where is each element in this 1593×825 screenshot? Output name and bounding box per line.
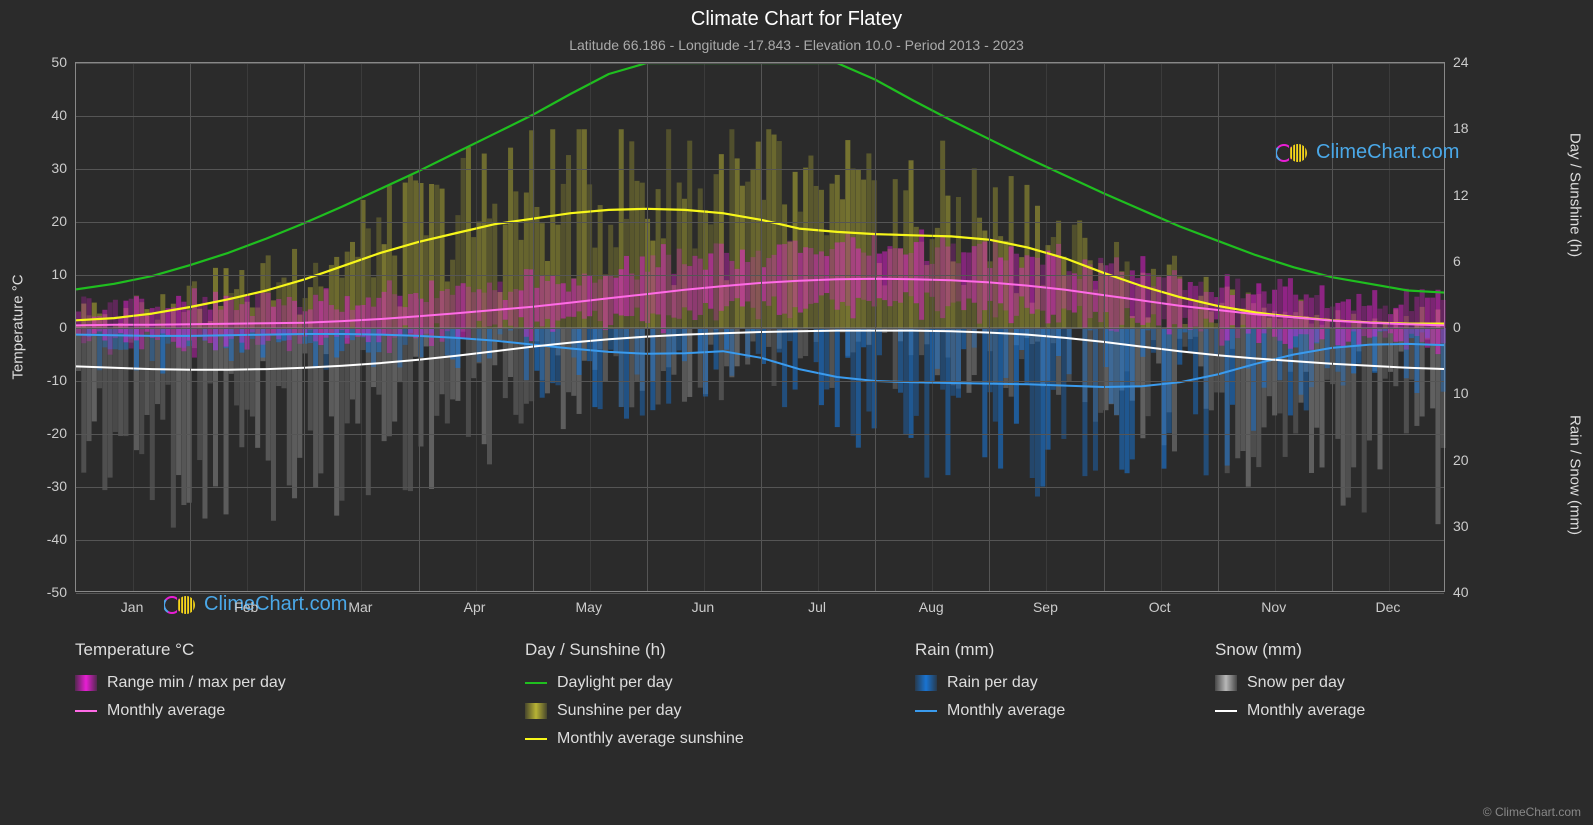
y-tick-left: -30: [47, 478, 67, 494]
y-tick-left: 0: [59, 319, 67, 335]
legend-col-temperature: Temperature °C Range min / max per day Mo…: [75, 640, 335, 758]
legend: Temperature °C Range min / max per day Mo…: [75, 640, 1475, 758]
y-tick-left: 30: [51, 160, 67, 176]
legend-item: Monthly average: [915, 702, 1175, 720]
y-tick-right: 30: [1453, 518, 1469, 534]
x-tick-month: Dec: [1375, 599, 1400, 615]
y-axis-right-top-label: Day / Sunshine (h): [1567, 132, 1584, 256]
legend-label: Daylight per day: [557, 674, 673, 692]
y-tick-right: 18: [1453, 120, 1469, 136]
legend-item: Range min / max per day: [75, 674, 335, 692]
y-tick-right: 10: [1453, 385, 1469, 401]
legend-swatch: [915, 675, 937, 691]
lines-layer: [76, 63, 1444, 591]
x-tick-month: Apr: [464, 599, 486, 615]
y-axis-left: Temperature °C 50403020100-10-20-30-40-5…: [0, 62, 75, 592]
legend-swatch: [1215, 710, 1237, 712]
legend-swatch: [525, 738, 547, 740]
legend-label: Monthly average: [107, 702, 225, 720]
x-tick-month: Aug: [919, 599, 944, 615]
legend-swatch: [1215, 675, 1237, 691]
y-tick-left: 10: [51, 266, 67, 282]
y-tick-right: 0: [1453, 319, 1461, 335]
x-tick-month: Jun: [692, 599, 715, 615]
legend-swatch: [525, 682, 547, 684]
x-tick-month: Mar: [348, 599, 372, 615]
legend-swatch: [915, 710, 937, 712]
legend-label: Monthly average: [1247, 702, 1365, 720]
y-tick-left: -10: [47, 372, 67, 388]
y-axis-right-bottom-label: Rain / Snow (mm): [1567, 415, 1584, 535]
legend-label: Monthly average sunshine: [557, 730, 744, 748]
x-tick-month: Jan: [121, 599, 144, 615]
legend-item: Daylight per day: [525, 674, 785, 692]
x-tick-month: Nov: [1261, 599, 1286, 615]
legend-item: Sunshine per day: [525, 702, 785, 720]
x-tick-month: Sep: [1033, 599, 1058, 615]
y-tick-right: 12: [1453, 187, 1469, 203]
y-tick-left: 20: [51, 213, 67, 229]
legend-item: Monthly average: [1215, 702, 1475, 720]
legend-header: Snow (mm): [1215, 640, 1475, 660]
plot-area: ClimeChart.comClimeChart.com: [75, 62, 1445, 592]
x-tick-month: May: [576, 599, 602, 615]
climate-chart: Climate Chart for Flatey Latitude 66.186…: [0, 0, 1593, 825]
x-axis: Jan Feb Mar Apr May Jun Jul Aug Sep Oct Nov Dec: [75, 595, 1445, 625]
x-tick-month: Feb: [234, 599, 258, 615]
y-tick-right: 24: [1453, 54, 1469, 70]
legend-item: Rain per day: [915, 674, 1175, 692]
legend-swatch: [525, 703, 547, 719]
legend-label: Rain per day: [947, 674, 1038, 692]
chart-title: Climate Chart for Flatey: [0, 0, 1593, 31]
y-tick-right: 40: [1453, 584, 1469, 600]
legend-header: Rain (mm): [915, 640, 1175, 660]
y-tick-left: 50: [51, 54, 67, 70]
legend-col-daysun: Day / Sunshine (h) Daylight per day Sunsh…: [525, 640, 785, 758]
y-axis-left-label: Temperature °C: [10, 274, 27, 379]
y-axis-right: Day / Sunshine (h) Rain / Snow (mm) 2418…: [1445, 62, 1593, 592]
y-tick-right: 20: [1453, 452, 1469, 468]
legend-col-rain: Rain (mm) Rain per day Monthly average: [915, 640, 1175, 758]
legend-item: Monthly average sunshine: [525, 730, 785, 748]
legend-col-snow: Snow (mm) Snow per day Monthly average: [1215, 640, 1475, 758]
copyright: © ClimeChart.com: [1483, 805, 1581, 819]
legend-header: Temperature °C: [75, 640, 335, 660]
legend-item: Snow per day: [1215, 674, 1475, 692]
x-tick-month: Oct: [1149, 599, 1171, 615]
legend-label: Monthly average: [947, 702, 1065, 720]
watermark-text: ClimeChart.com: [1316, 141, 1459, 164]
climechart-logo-icon: [1276, 142, 1310, 164]
legend-swatch: [75, 710, 97, 712]
y-tick-left: -20: [47, 425, 67, 441]
legend-label: Snow per day: [1247, 674, 1345, 692]
chart-subtitle: Latitude 66.186 - Longitude -17.843 - El…: [0, 31, 1593, 53]
legend-header: Day / Sunshine (h): [525, 640, 785, 660]
y-tick-right: 6: [1453, 253, 1461, 269]
x-tick-month: Jul: [808, 599, 826, 615]
legend-label: Sunshine per day: [557, 702, 682, 720]
legend-label: Range min / max per day: [107, 674, 286, 692]
legend-item: Monthly average: [75, 702, 335, 720]
watermark: ClimeChart.com: [1276, 141, 1459, 164]
y-tick-left: -50: [47, 584, 67, 600]
y-tick-left: 40: [51, 107, 67, 123]
y-tick-left: -40: [47, 531, 67, 547]
legend-swatch: [75, 675, 97, 691]
